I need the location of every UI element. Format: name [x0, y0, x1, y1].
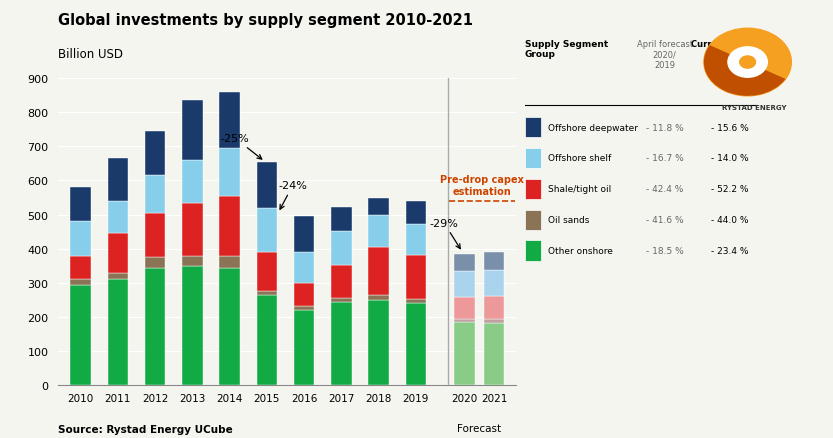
Bar: [368, 247, 389, 295]
Bar: [219, 256, 240, 268]
Circle shape: [704, 29, 791, 97]
Bar: [454, 254, 475, 271]
Bar: [294, 283, 314, 307]
Text: Forecast: Forecast: [457, 423, 501, 433]
Bar: [406, 304, 426, 385]
Bar: [484, 297, 504, 320]
Text: - 16.7 %: - 16.7 %: [646, 154, 684, 163]
Text: - 11.8 %: - 11.8 %: [646, 123, 684, 132]
FancyBboxPatch shape: [525, 210, 541, 230]
Text: Billion USD: Billion USD: [58, 48, 123, 61]
Bar: [332, 231, 352, 265]
Bar: [332, 208, 352, 231]
Bar: [182, 256, 202, 266]
Wedge shape: [704, 46, 786, 97]
Bar: [145, 213, 166, 258]
Text: Oil sands: Oil sands: [548, 215, 590, 225]
Text: - 42.4 %: - 42.4 %: [646, 185, 683, 194]
Bar: [406, 255, 426, 300]
Bar: [107, 159, 128, 201]
Bar: [454, 297, 475, 319]
Text: - 44.0 %: - 44.0 %: [711, 215, 749, 225]
Bar: [71, 256, 91, 280]
Bar: [406, 201, 426, 225]
Text: Supply Segment
Group: Supply Segment Group: [525, 40, 608, 59]
Bar: [182, 161, 202, 203]
Bar: [484, 253, 504, 270]
Text: - 52.2 %: - 52.2 %: [711, 185, 749, 194]
Bar: [107, 201, 128, 234]
Bar: [454, 271, 475, 297]
Text: Source: Rystad Energy UCube: Source: Rystad Energy UCube: [58, 424, 233, 434]
Text: Current forecast
2020/
2019: Current forecast 2020/ 2019: [691, 40, 770, 70]
Bar: [145, 176, 166, 213]
Bar: [257, 253, 277, 292]
Bar: [294, 307, 314, 311]
Text: - 41.6 %: - 41.6 %: [646, 215, 684, 225]
Bar: [219, 268, 240, 385]
Text: Offshore shelf: Offshore shelf: [548, 154, 611, 163]
Bar: [368, 295, 389, 300]
Bar: [368, 215, 389, 247]
Bar: [294, 253, 314, 283]
Bar: [182, 203, 202, 256]
Bar: [71, 222, 91, 256]
Bar: [294, 311, 314, 385]
Text: - 14.0 %: - 14.0 %: [711, 154, 749, 163]
Bar: [454, 322, 475, 385]
Text: -29%: -29%: [429, 218, 460, 249]
Bar: [332, 265, 352, 298]
Text: Other onshore: Other onshore: [548, 246, 613, 255]
Bar: [332, 298, 352, 302]
Text: Shale/tight oil: Shale/tight oil: [548, 185, 611, 194]
Bar: [219, 92, 240, 148]
Bar: [107, 273, 128, 280]
Text: - 18.5 %: - 18.5 %: [646, 246, 684, 255]
Bar: [107, 234, 128, 273]
FancyBboxPatch shape: [525, 179, 541, 199]
Bar: [219, 196, 240, 256]
Bar: [257, 162, 277, 208]
Bar: [257, 292, 277, 295]
Bar: [406, 225, 426, 255]
Text: Global investments by supply segment 2010-2021: Global investments by supply segment 201…: [58, 13, 473, 28]
Text: - 15.6 %: - 15.6 %: [711, 123, 749, 132]
Bar: [484, 270, 504, 297]
Circle shape: [728, 48, 767, 78]
Text: Pre-drop capex
estimation: Pre-drop capex estimation: [441, 175, 524, 196]
Bar: [71, 280, 91, 285]
Bar: [484, 323, 504, 385]
Text: RYSTAD ENERGY: RYSTAD ENERGY: [721, 105, 786, 111]
Bar: [406, 300, 426, 304]
Text: -24%: -24%: [278, 180, 307, 210]
FancyBboxPatch shape: [525, 148, 541, 169]
Text: April forecast
2020/
2019: April forecast 2020/ 2019: [636, 40, 693, 70]
Text: -25%: -25%: [221, 134, 262, 160]
Bar: [368, 198, 389, 215]
Circle shape: [740, 57, 756, 69]
Bar: [484, 320, 504, 323]
Bar: [145, 258, 166, 268]
Text: Offshore deepwater: Offshore deepwater: [548, 123, 638, 132]
Bar: [368, 300, 389, 385]
Bar: [454, 319, 475, 322]
Bar: [332, 302, 352, 385]
Bar: [71, 285, 91, 385]
Bar: [107, 280, 128, 385]
Bar: [145, 268, 166, 385]
Bar: [182, 101, 202, 161]
Bar: [257, 295, 277, 385]
FancyBboxPatch shape: [525, 241, 541, 261]
Bar: [145, 132, 166, 176]
Bar: [294, 217, 314, 253]
Bar: [182, 266, 202, 385]
FancyBboxPatch shape: [525, 118, 541, 138]
Text: - 23.4 %: - 23.4 %: [711, 246, 749, 255]
Bar: [219, 148, 240, 196]
Bar: [71, 188, 91, 222]
Bar: [257, 208, 277, 253]
